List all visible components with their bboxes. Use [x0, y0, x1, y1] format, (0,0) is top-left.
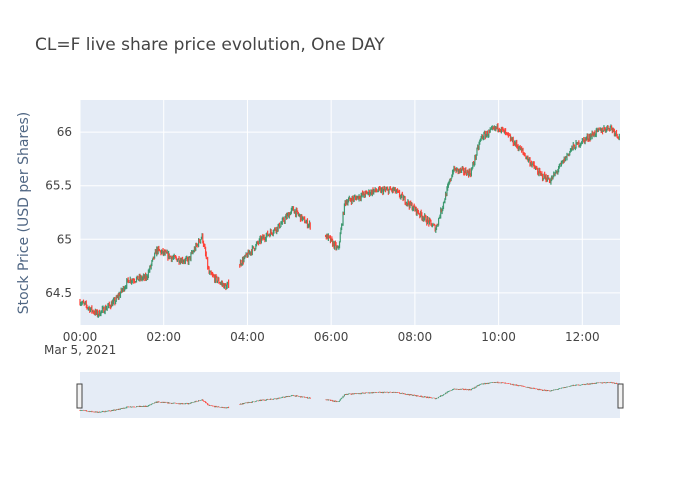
plot-area — [80, 100, 620, 325]
range-slider-right-handle[interactable] — [617, 383, 624, 409]
x-tick-label: 04:00 — [230, 330, 265, 344]
range-slider[interactable] — [76, 372, 624, 418]
x-tick-label: 08:00 — [398, 330, 433, 344]
range-slider-background — [80, 372, 620, 418]
y-axis: 64.5 65 65.5 66 — [45, 125, 72, 300]
x-tick-label: 10:00 — [481, 330, 516, 344]
chart-title: CL=F live share price evolution, One DAY — [35, 35, 385, 55]
range-slider-preview — [79, 381, 620, 413]
x-tick-label: 12:00 — [565, 330, 600, 344]
x-date-label: Mar 5, 2021 — [44, 343, 116, 357]
candles — [79, 123, 620, 319]
x-tick-label: 06:00 — [314, 330, 349, 344]
y-tick-label: 66 — [57, 125, 72, 139]
x-tick-label: 00:00 — [63, 330, 98, 344]
y-tick-label: 65.5 — [45, 179, 72, 193]
y-tick-label: 64.5 — [45, 286, 72, 300]
y-axis-label: Stock Price (USD per Shares) — [16, 112, 32, 315]
x-tick-label: 02:00 — [146, 330, 181, 344]
y-tick-label: 65 — [57, 232, 72, 246]
x-axis: 00:00 02:00 04:00 06:00 08:00 10:00 12:00 — [63, 330, 600, 344]
range-slider-left-handle[interactable] — [76, 383, 83, 409]
grid — [79, 100, 620, 325]
